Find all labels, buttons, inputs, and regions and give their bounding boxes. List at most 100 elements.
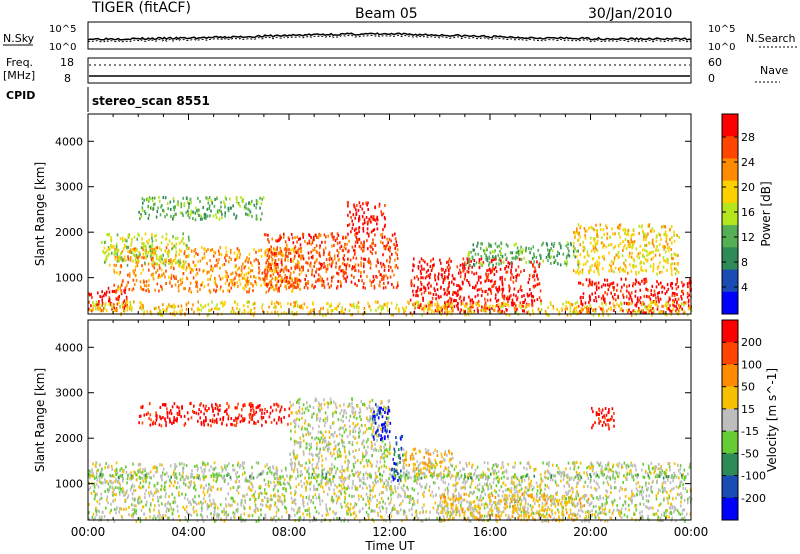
range-cell (446, 265, 449, 269)
range-cell (660, 237, 662, 241)
range-cell (271, 237, 274, 241)
range-cell (184, 250, 186, 253)
range-cell (232, 278, 235, 282)
range-cell (468, 260, 470, 264)
range-cell (576, 300, 578, 304)
range-cell (362, 249, 364, 253)
range-cell (117, 288, 119, 291)
range-cell (154, 251, 156, 255)
range-cell (355, 306, 358, 310)
range-cell (443, 288, 445, 291)
range-cell (350, 230, 352, 234)
range-cell (365, 492, 368, 496)
range-cell (202, 269, 204, 273)
range-cell (441, 275, 443, 279)
range-cell (492, 304, 494, 308)
range-cell (113, 508, 116, 511)
range-cell (292, 241, 295, 245)
range-cell (600, 241, 603, 245)
range-cell (473, 509, 475, 513)
range-cell (662, 310, 665, 314)
range-cell (381, 213, 383, 217)
range-cell (250, 269, 252, 272)
range-cell (299, 243, 302, 247)
range-cell (239, 252, 241, 256)
range-cell (573, 253, 575, 257)
range-cell (428, 485, 431, 489)
range-cell (356, 240, 359, 244)
range-cell (647, 288, 649, 292)
range-cell (120, 292, 123, 296)
range-cell (593, 228, 595, 232)
range-cell (307, 261, 309, 265)
range-cell (469, 305, 471, 309)
range-cell (635, 487, 638, 491)
range-cell (194, 464, 196, 468)
range-cell (534, 266, 536, 270)
range-cell (223, 303, 226, 307)
range-cell (496, 288, 498, 292)
range-cell (133, 300, 135, 304)
range-cell (452, 292, 454, 296)
range-cell (486, 256, 488, 260)
range-cell (416, 289, 419, 293)
range-cell (134, 258, 137, 262)
range-cell (495, 262, 498, 266)
range-cell (468, 250, 470, 254)
range-cell (349, 507, 352, 511)
range-cell (156, 469, 159, 473)
range-cell (625, 247, 628, 251)
range-cell (305, 274, 308, 278)
range-cell (505, 270, 507, 274)
range-cell (631, 240, 633, 244)
range-cell (120, 284, 123, 287)
range-cell (127, 257, 130, 261)
range-cell (518, 304, 521, 308)
range-cell (95, 510, 98, 514)
range-cell (347, 519, 350, 523)
range-cell (676, 262, 679, 266)
range-cell (230, 477, 232, 481)
range-cell (341, 474, 343, 478)
range-cell (277, 508, 280, 512)
range-cell (142, 208, 144, 212)
range-cell (203, 212, 206, 216)
range-cell (303, 302, 306, 306)
range-cell (228, 284, 230, 288)
range-cell (336, 237, 338, 241)
range-cell (512, 293, 515, 297)
range-cell (363, 270, 365, 274)
range-cell (129, 303, 132, 307)
range-cell (156, 257, 158, 261)
range-cell (114, 479, 116, 483)
range-cell (213, 204, 216, 208)
range-cell (356, 304, 358, 308)
range-cell (203, 477, 205, 481)
range-cell (242, 197, 244, 201)
range-cell (173, 276, 176, 280)
range-cell (311, 241, 314, 245)
range-cell (116, 298, 119, 301)
range-cell (232, 468, 234, 472)
range-cell (601, 267, 604, 271)
range-cell (184, 287, 186, 291)
range-cell (437, 309, 440, 313)
range-cell (630, 298, 633, 302)
range-cell (234, 276, 236, 280)
range-cell (127, 245, 130, 249)
range-cell (224, 195, 227, 199)
range-cell (252, 485, 254, 489)
range-cell (207, 488, 209, 492)
range-cell (648, 241, 650, 245)
range-cell (269, 465, 271, 469)
range-cell (156, 262, 159, 266)
range-cell (177, 285, 180, 289)
range-cell (395, 306, 397, 310)
range-cell (203, 255, 206, 259)
range-cell (575, 485, 578, 489)
range-cell (193, 254, 196, 258)
range-cell (138, 210, 140, 214)
range-cell (466, 261, 469, 265)
range-cell (650, 229, 653, 233)
range-cell (192, 276, 195, 280)
